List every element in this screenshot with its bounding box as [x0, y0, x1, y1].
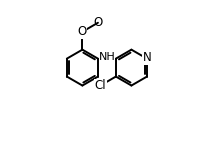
Text: NH: NH — [98, 52, 115, 62]
Text: Cl: Cl — [95, 79, 106, 92]
Text: O: O — [78, 25, 87, 38]
Text: O: O — [93, 16, 103, 29]
Text: N: N — [143, 51, 151, 64]
